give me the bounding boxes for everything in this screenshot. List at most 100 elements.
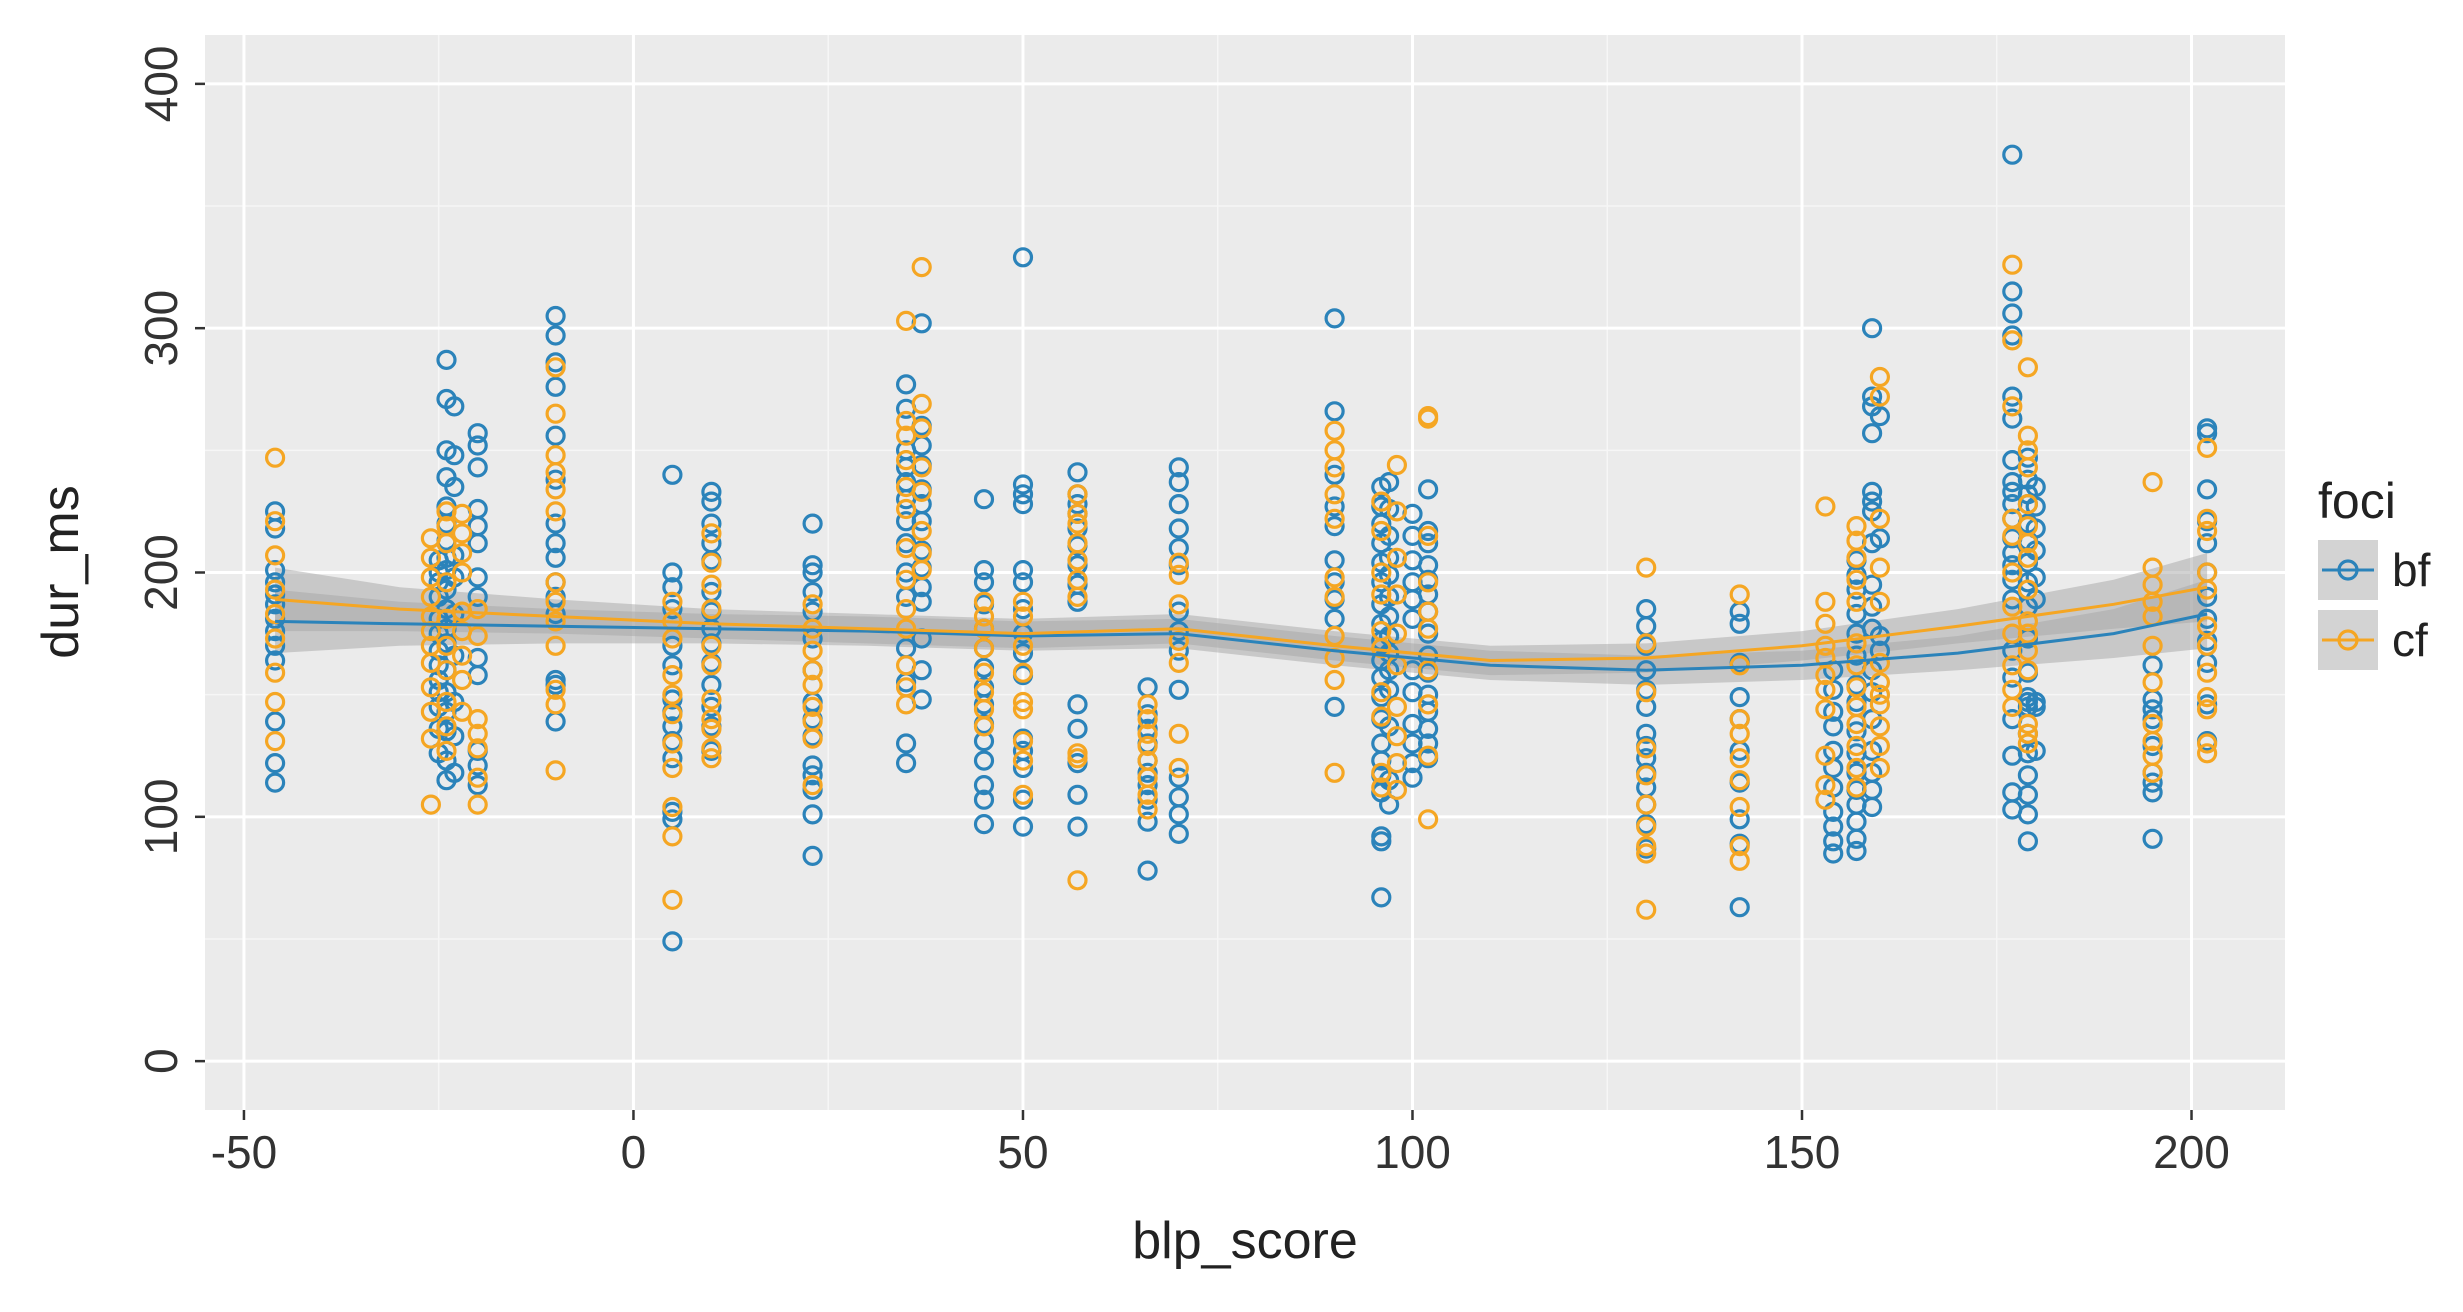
point-bf (1067, 494, 1088, 515)
point-cf (545, 591, 566, 612)
y-tick-label: 400 (135, 45, 187, 122)
point-cf (895, 598, 917, 620)
point-bf (2197, 533, 2218, 554)
point-cf (2197, 686, 2218, 708)
point-cf (1636, 843, 1657, 864)
point-bf (973, 489, 995, 510)
point-cf (545, 479, 566, 500)
point-bf (662, 655, 683, 676)
legend-key-point (2337, 559, 2359, 581)
point-cf (2002, 562, 2023, 583)
point-cf (1636, 557, 1657, 578)
point-cf (1371, 491, 1392, 512)
point-cf (1636, 899, 1657, 920)
point-cf (1869, 652, 1891, 674)
point-bf (444, 445, 465, 466)
point-cf (436, 716, 457, 737)
point-cf (1168, 552, 1189, 573)
point-cf (1417, 745, 1439, 766)
point-cf (1067, 484, 1088, 505)
point-bf (1823, 843, 1844, 864)
point-cf (911, 559, 932, 581)
point-bf (1402, 608, 1423, 630)
point-cf (436, 635, 457, 656)
point-bf (2002, 303, 2023, 324)
point-cf (662, 704, 683, 725)
y-tick-label: 300 (135, 290, 187, 367)
point-cf (1137, 723, 1158, 744)
point-bf (265, 772, 286, 793)
point-bf (2002, 386, 2023, 407)
point-cf (911, 520, 932, 542)
point-cf (2017, 425, 2039, 446)
point-cf (467, 708, 488, 730)
point-bf (662, 635, 683, 656)
point-cf (701, 748, 722, 769)
point-bf (2017, 804, 2039, 825)
point-cf (2002, 525, 2023, 547)
point-bf (802, 513, 823, 534)
point-bf (436, 349, 457, 370)
point-cf (701, 738, 722, 759)
point-cf (701, 598, 722, 620)
point-cf (1729, 655, 1750, 676)
point-cf (2017, 547, 2039, 568)
point-cf (1137, 708, 1158, 730)
point-cf (1846, 735, 1867, 757)
point-cf (895, 410, 917, 432)
point-bf (265, 635, 286, 656)
point-bf (467, 533, 488, 554)
point-cf (701, 655, 722, 676)
point-cf (1815, 664, 1836, 686)
point-bf (1168, 640, 1189, 661)
y-tick-label: 100 (135, 778, 187, 855)
point-cf (701, 574, 722, 595)
point-bf (1012, 642, 1034, 664)
point-bf (1012, 816, 1034, 837)
point-bf (1417, 718, 1439, 740)
point-bf (265, 559, 286, 581)
point-bf (1846, 840, 1867, 862)
point-cf (2017, 733, 2039, 754)
point-bf (1861, 318, 1883, 339)
point-bf (1823, 816, 1844, 837)
point-cf (1386, 752, 1408, 774)
point-cf (2142, 472, 2163, 493)
point-cf (265, 447, 286, 468)
point-cf (436, 691, 457, 713)
point-bf (1324, 696, 1345, 718)
point-cf (802, 728, 823, 749)
point-cf (1012, 691, 1034, 713)
point-bf (467, 435, 488, 456)
point-cf (1729, 835, 1750, 857)
point-cf (467, 794, 488, 815)
point-cf (973, 638, 995, 659)
point-cf (911, 481, 932, 502)
y-tick-label: 0 (135, 1048, 187, 1074)
point-cf (973, 716, 995, 737)
point-cf (1137, 784, 1158, 805)
point-bf (2017, 447, 2039, 468)
point-cf (2017, 723, 2039, 744)
point-cf (802, 660, 823, 681)
point-cf (973, 591, 995, 612)
point-bf (1012, 559, 1034, 581)
point-bf (1417, 479, 1439, 500)
point-cf (1869, 591, 1891, 612)
point-cf (1386, 584, 1408, 605)
point-bf (545, 305, 566, 327)
point-cf (452, 669, 473, 691)
point-cf (436, 533, 457, 554)
point-bf (545, 513, 566, 534)
point-cf (1846, 757, 1867, 779)
point-bf (2197, 479, 2218, 500)
point-cf (1371, 520, 1392, 542)
point-cf (802, 774, 823, 796)
point-cf (1815, 613, 1836, 634)
point-cf (1386, 726, 1408, 747)
point-cf (2142, 730, 2163, 752)
point-bf (545, 533, 566, 554)
point-cf (265, 545, 286, 566)
point-bf (1846, 603, 1867, 625)
point-bf (2025, 696, 2046, 718)
